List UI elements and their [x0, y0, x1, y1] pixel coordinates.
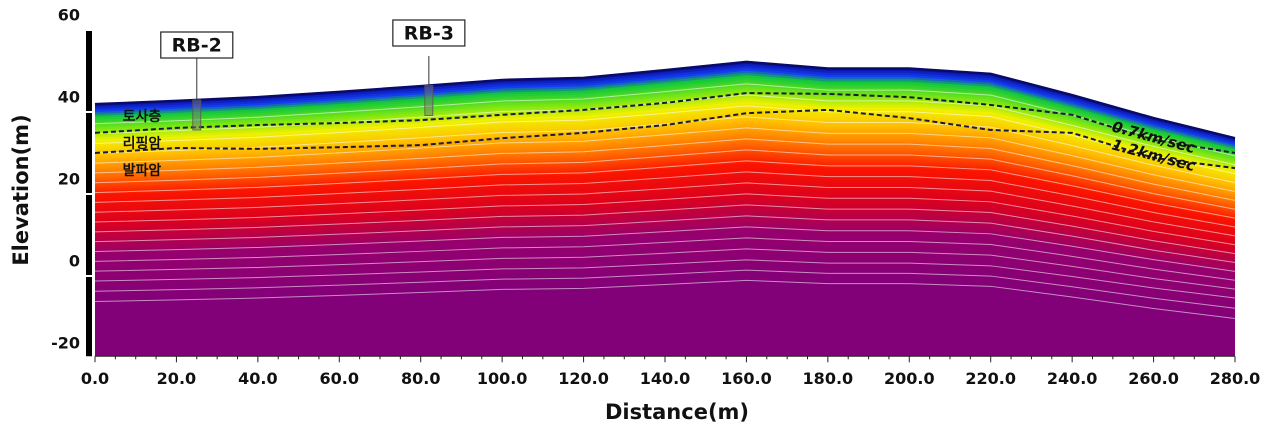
x-tick-label: 140.0 — [640, 369, 691, 388]
x-tick-label: 280.0 — [1210, 369, 1261, 388]
x-tick-label: 0.0 — [81, 369, 109, 388]
y-tick-label: 40 — [58, 88, 80, 107]
contour-line — [95, 83, 1235, 157]
contour-line — [95, 226, 1235, 272]
contour-line — [95, 105, 1235, 175]
x-tick-label: 120.0 — [558, 369, 609, 388]
contour-line — [95, 149, 1235, 210]
x-tick-label: 180.0 — [803, 369, 854, 388]
velocity-band — [95, 321, 1210, 357]
contour-line — [95, 204, 1235, 255]
contour-line — [95, 215, 1235, 263]
x-tick-label: 20.0 — [157, 369, 196, 388]
y-tick-label: -20 — [51, 334, 80, 353]
x-tick-label: 160.0 — [721, 369, 772, 388]
contour-line — [95, 279, 1235, 319]
x-tick-label: 40.0 — [238, 369, 277, 388]
x-tick-label: 80.0 — [401, 369, 440, 388]
borehole-label: RB-3 — [404, 23, 454, 45]
layer-label: 리핑암 — [123, 135, 162, 152]
contour-line — [95, 171, 1235, 228]
x-tick-label: 200.0 — [884, 369, 935, 388]
borehole — [424, 85, 434, 116]
borehole-box — [392, 19, 466, 47]
contour-line — [95, 160, 1235, 219]
contour-line — [95, 127, 1235, 192]
contour-line — [95, 269, 1235, 309]
y-tick-label: 20 — [58, 170, 80, 189]
velocity-boundary — [94, 108, 1236, 170]
contour-line — [95, 248, 1235, 290]
layer-label: 토사층 — [123, 109, 162, 125]
velocity-fill — [95, 61, 1235, 357]
x-tick-label: 220.0 — [965, 369, 1016, 388]
contour-line — [95, 182, 1235, 237]
borehole-label: RB-2 — [172, 35, 222, 57]
x-tick-label: 60.0 — [320, 369, 359, 388]
y-tick-label: 0 — [69, 252, 80, 271]
borehole-box — [160, 31, 234, 59]
x-tick-label: 240.0 — [1047, 369, 1098, 388]
contour-line — [95, 237, 1235, 281]
x-tick-label: 260.0 — [1128, 369, 1179, 388]
y-tick-label: 60 — [58, 6, 80, 25]
contour-line — [95, 116, 1235, 184]
surface-line — [94, 60, 1236, 140]
contour-line — [95, 193, 1235, 246]
x-tick-label: 100.0 — [477, 369, 528, 388]
contour-line — [95, 259, 1235, 299]
layer-label: 발파암 — [123, 162, 162, 179]
x-axis-title: Distance(m) — [605, 400, 749, 424]
contour-line — [95, 138, 1235, 201]
y-axis-title: Elevation(m) — [9, 114, 33, 265]
velocity-boundary — [94, 92, 1236, 154]
borehole — [192, 99, 202, 131]
